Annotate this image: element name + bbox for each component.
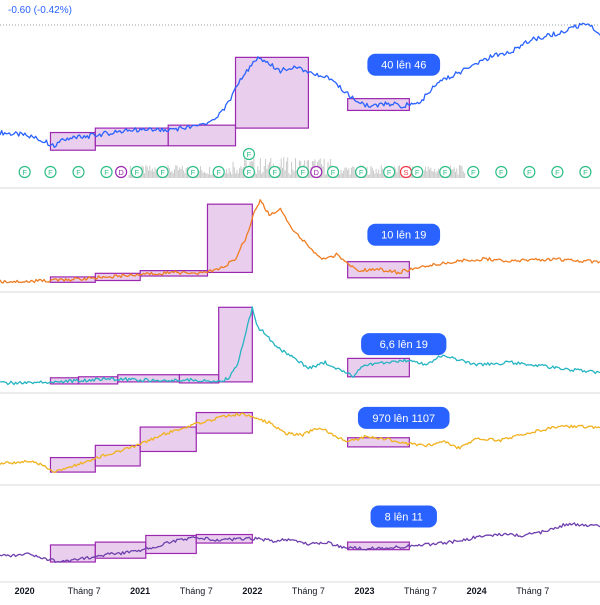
dividend-marker-label: F — [191, 168, 196, 177]
dividend-marker-label: F — [583, 168, 588, 177]
dividend-marker[interactable] — [495, 165, 508, 179]
panel-3-label-text: 6,6 lên 19 — [380, 339, 428, 351]
dividend-marker-label: F — [272, 168, 277, 177]
panel-4-range-box[interactable] — [347, 437, 410, 448]
dividend-marker-label: F — [471, 168, 476, 177]
earnings-marker-label: F — [247, 150, 252, 159]
dividend-marker-label: F — [331, 168, 336, 177]
dividend-marker[interactable] — [130, 165, 143, 179]
dividend-marker[interactable] — [100, 165, 113, 179]
dividend-marker[interactable] — [355, 165, 368, 179]
dividend-marker-label: F — [135, 168, 140, 177]
x-axis-tick-label: 2024 — [467, 586, 487, 596]
dividend-marker[interactable] — [242, 165, 256, 179]
panel-1-label-text: 40 lên 46 — [381, 60, 426, 72]
dividend-marker-label: F — [160, 168, 165, 177]
panel-2-series-line[interactable] — [0, 199, 600, 284]
dividend-marker[interactable] — [296, 165, 309, 179]
dividend-marker-label: F — [22, 168, 27, 177]
dividend-marker[interactable] — [310, 165, 323, 179]
dividend-marker-label: F — [76, 168, 81, 177]
panel-2-range-box[interactable] — [139, 270, 209, 277]
panel-4-range-box[interactable] — [139, 426, 197, 453]
x-axis-tick-label: Tháng 7 — [404, 586, 437, 596]
x-axis-tick-label: 2023 — [354, 586, 374, 596]
dividend-marker-label: F — [555, 168, 560, 177]
panel-5-series-line[interactable] — [0, 522, 600, 563]
dividend-marker[interactable] — [186, 165, 199, 179]
dividend-marker-label: D — [314, 168, 320, 177]
dividend-marker[interactable] — [411, 165, 424, 179]
panel-2-label-text: 10 lên 19 — [381, 230, 426, 242]
x-axis-tick-label: 2020 — [15, 586, 35, 596]
dividend-marker[interactable] — [326, 165, 340, 179]
dividend-marker-label: F — [415, 168, 420, 177]
dividend-marker-label: F — [387, 168, 392, 177]
dividend-marker-label: F — [499, 168, 504, 177]
panel-5-label-text: 8 lên 11 — [385, 512, 423, 524]
panel-3-range-box[interactable] — [347, 357, 410, 378]
dividend-marker[interactable] — [383, 165, 396, 179]
panel-1-label-badge — [367, 53, 441, 76]
panel-3-range-box[interactable] — [218, 306, 253, 383]
x-axis-tick-label: Tháng 7 — [516, 586, 549, 596]
panel-3-label-badge — [361, 333, 447, 356]
panel-3-series-line[interactable] — [0, 306, 600, 386]
price-change-readout: -0.60 (-0.42%) — [8, 5, 72, 16]
panel-1-range-box[interactable] — [49, 131, 96, 151]
panel-1-range-box[interactable] — [234, 56, 310, 129]
panel-1-range-box[interactable] — [167, 124, 237, 147]
dividend-marker[interactable] — [156, 165, 169, 179]
dividend-marker-label: F — [527, 168, 532, 177]
dividend-marker-label: S — [403, 168, 408, 177]
dividend-marker-label: F — [216, 168, 221, 177]
dividend-marker[interactable] — [579, 165, 592, 179]
panel-1-series-line[interactable] — [0, 22, 600, 148]
dividend-marker-label: F — [301, 168, 306, 177]
panel-4-series-line[interactable] — [0, 412, 600, 473]
panel-4-range-box[interactable] — [94, 444, 141, 467]
dividend-marker[interactable] — [467, 165, 480, 179]
dividend-marker[interactable] — [115, 165, 128, 179]
dividend-marker[interactable] — [212, 165, 225, 179]
x-axis-tick-label: 2022 — [242, 586, 262, 596]
panel-5-label-badge — [370, 505, 437, 528]
x-axis-tick-label: Tháng 7 — [68, 586, 101, 596]
dividend-marker[interactable] — [268, 165, 281, 179]
dividend-marker[interactable] — [44, 165, 57, 179]
dividend-marker-label: F — [104, 168, 109, 177]
dividend-marker[interactable] — [18, 165, 31, 179]
x-axis-tick-label: Tháng 7 — [180, 586, 213, 596]
dividend-marker-label: F — [247, 168, 252, 177]
dividend-marker[interactable] — [523, 165, 536, 179]
dividend-marker[interactable] — [439, 165, 452, 179]
dividend-marker-label: D — [118, 168, 124, 177]
earnings-marker[interactable] — [242, 147, 256, 161]
panel-2-label-badge — [367, 223, 441, 246]
dividend-marker[interactable] — [72, 165, 85, 179]
dividend-marker-label: F — [48, 168, 53, 177]
dividend-marker-label: F — [443, 168, 448, 177]
panel-4-label-text: 970 lên 1107 — [372, 413, 435, 425]
dividend-marker-label: F — [359, 168, 364, 177]
x-axis-tick-label: 2021 — [130, 586, 150, 596]
dividend-marker[interactable] — [551, 165, 564, 179]
panel-4-label-badge — [357, 406, 450, 429]
x-axis-tick-label: Tháng 7 — [292, 586, 325, 596]
